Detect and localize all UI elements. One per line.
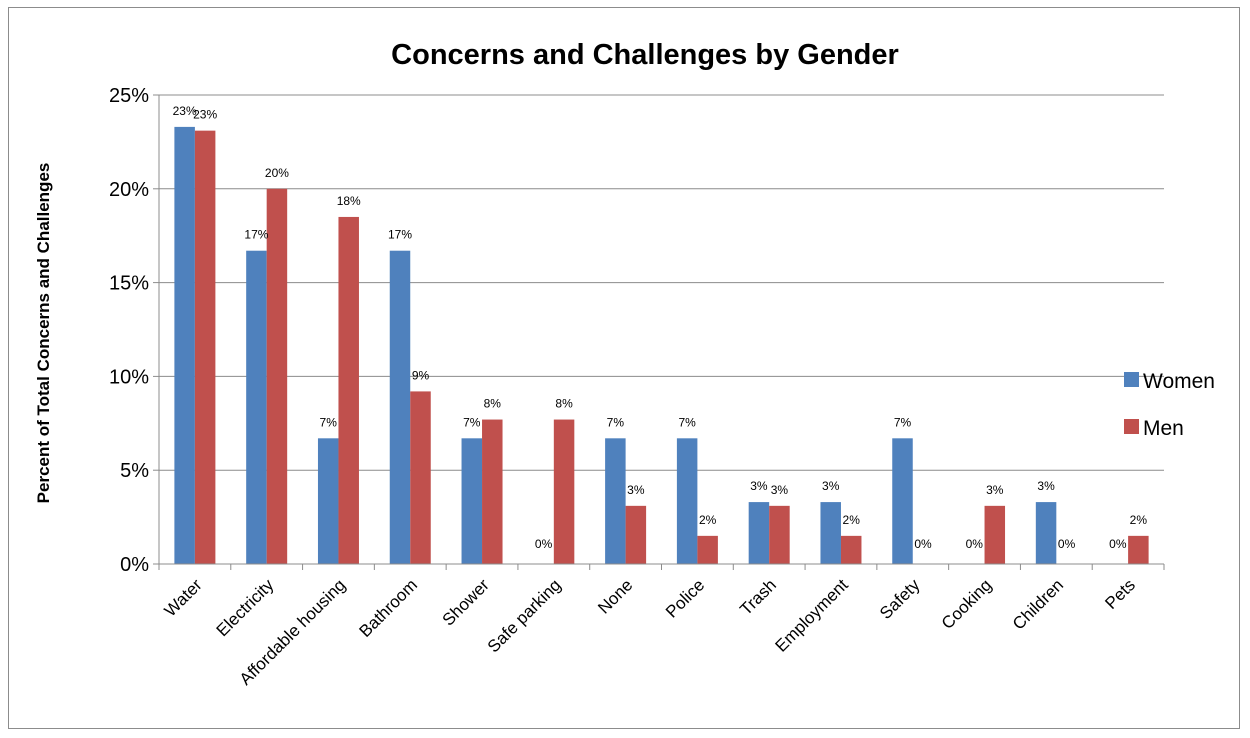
x-tick-label: Cooking (938, 575, 996, 633)
legend: Women Men (1124, 370, 1215, 440)
data-label: 0% (1058, 537, 1076, 551)
bar-women-water (174, 126, 195, 564)
x-tick-label: Water (161, 575, 206, 620)
bar-women-none (605, 438, 626, 564)
data-label: 7% (320, 415, 338, 429)
x-tick-label: None (594, 575, 636, 617)
y-tick-label: 25% (109, 85, 149, 107)
data-label: 7% (678, 415, 696, 429)
bar-men-electricity (266, 188, 288, 565)
data-label: 3% (627, 483, 645, 497)
x-tick-label: Bathroom (356, 575, 422, 641)
data-label: 2% (843, 513, 861, 527)
y-tick-label: 10% (109, 366, 149, 388)
x-tick-label: Children (1009, 575, 1067, 633)
x-tick-label: Shower (439, 575, 493, 629)
data-label: 23% (173, 104, 197, 118)
data-label: 17% (388, 228, 412, 242)
bar-women-police (676, 438, 698, 564)
data-label: 8% (484, 397, 502, 411)
data-label: 0% (966, 537, 984, 551)
bar-men-bathroom (410, 391, 431, 564)
bar-men-police (697, 535, 718, 564)
bar-men-none (625, 505, 647, 564)
x-tick-label: Safe parking (484, 575, 565, 656)
bar-women-bathroom (389, 250, 411, 564)
bar-men-trash (769, 505, 790, 564)
x-tick-label: Safety (876, 575, 924, 623)
gridlines (159, 94, 1164, 471)
bar-men-safe-parking (553, 419, 575, 564)
x-tick-label: Electricity (213, 575, 278, 640)
bar-men-employment (840, 535, 862, 564)
bar-men-affordable-housing (338, 216, 359, 564)
data-label: 3% (750, 479, 768, 493)
bars (174, 126, 1149, 565)
data-label: 3% (771, 483, 789, 497)
legend-label-men: Men (1143, 417, 1184, 440)
y-tick-label: 0% (120, 554, 149, 576)
data-label: 7% (463, 415, 481, 429)
data-label: 17% (244, 228, 268, 242)
chart-area: Concerns and Challenges by Gender Percen… (8, 7, 1240, 729)
bar-men-cooking (984, 505, 1006, 564)
legend-swatch-men (1124, 419, 1139, 434)
data-label: 0% (535, 537, 553, 551)
data-label: 7% (894, 415, 912, 429)
bar-women-electricity (246, 250, 267, 564)
legend-label-women: Women (1143, 370, 1215, 393)
y-axis-label: Percent of Total Concerns and Challenges (34, 163, 53, 504)
x-tick-label: Trash (736, 575, 780, 619)
bar-men-water (194, 130, 216, 565)
data-label: 3% (1037, 479, 1055, 493)
data-label: 18% (337, 194, 361, 208)
data-labels: 23%23%17%20%7%18%17%9%7%8%0%8%7%3%7%2%3%… (173, 104, 1148, 551)
bar-women-affordable-housing (317, 438, 339, 564)
data-label: 3% (986, 483, 1004, 497)
bar-women-shower (461, 438, 483, 564)
y-tick-label: 20% (109, 179, 149, 201)
bar-women-trash (748, 502, 770, 564)
data-label: 2% (699, 513, 717, 527)
bar-chart: Concerns and Challenges by Gender Percen… (34, 39, 1215, 689)
data-label: 7% (607, 415, 625, 429)
y-tick-label: 5% (120, 460, 149, 482)
bar-women-employment (820, 502, 841, 564)
data-label: 2% (1130, 513, 1148, 527)
data-label: 8% (555, 397, 573, 411)
data-label: 23% (193, 108, 217, 122)
chart-title: Concerns and Challenges by Gender (391, 39, 899, 71)
bar-men-shower (482, 419, 503, 564)
data-label: 9% (412, 368, 430, 382)
data-label: 20% (265, 166, 289, 180)
data-label: 0% (1109, 537, 1127, 551)
bar-men-pets (1128, 535, 1149, 564)
bar-women-children (1035, 502, 1057, 564)
bar-women-safety (892, 438, 913, 564)
x-tick-label: Pets (1101, 575, 1138, 612)
legend-swatch-women (1124, 372, 1139, 387)
data-label: 3% (822, 479, 840, 493)
x-tick-label: Employment (772, 575, 852, 655)
data-label: 0% (914, 537, 932, 551)
y-tick-label: 15% (109, 273, 149, 295)
x-tick-label: Police (662, 575, 708, 621)
